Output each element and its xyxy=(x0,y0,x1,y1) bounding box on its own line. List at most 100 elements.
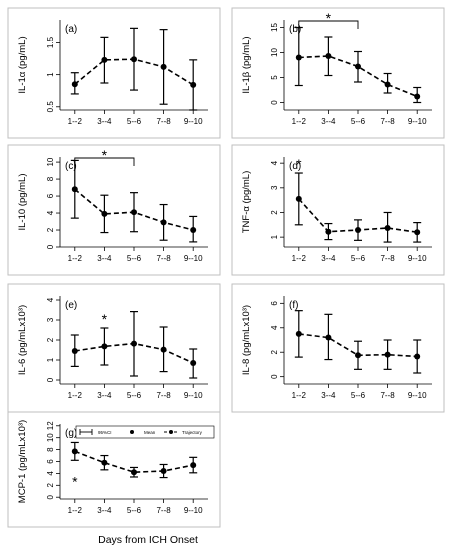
panel-label: (f) xyxy=(289,300,298,311)
y-tick-label: 4 xyxy=(46,471,55,476)
x-tick-label: 1--2 xyxy=(68,254,83,263)
mean-point xyxy=(131,340,137,347)
panel-label: (d) xyxy=(289,161,301,172)
x-tick-label: 3--4 xyxy=(321,117,336,126)
y-tick-label: 3 xyxy=(270,185,279,190)
y-axis-title: TNF-α (pg/mL) xyxy=(241,171,252,234)
x-tick-label: 1--2 xyxy=(68,117,83,126)
x-tick-label: 7--8 xyxy=(156,391,171,400)
y-tick-label: 0 xyxy=(46,494,55,499)
legend-label: Trajectory xyxy=(182,430,203,435)
x-axis-title: Days from ICH Onset xyxy=(98,534,198,546)
significance-star: * xyxy=(72,473,78,489)
y-tick-label: 3 xyxy=(46,317,55,322)
y-tick-label: 0.5 xyxy=(46,101,55,113)
mean-point xyxy=(71,186,78,193)
panel-border xyxy=(231,144,445,276)
significance-star: * xyxy=(102,311,108,327)
y-tick-label: 0 xyxy=(46,244,55,249)
y-tick-label: 8 xyxy=(46,176,55,181)
mean-point xyxy=(384,351,391,358)
x-tick-label: 1--2 xyxy=(292,254,307,263)
mean-point xyxy=(71,448,78,455)
mean-point xyxy=(190,81,197,88)
mean-point xyxy=(160,63,167,70)
x-tick-label: 5--6 xyxy=(351,254,366,263)
y-axis-title: IL-8 (pg/mLx10³) xyxy=(241,305,252,375)
y-tick-label: 8 xyxy=(46,447,55,452)
y-tick-label: 6 xyxy=(46,459,55,464)
chart-panel: 0 2 4 6 1--2 3--4 5--6 7--8 9--10 IL-8 (pg/mLx10³… xyxy=(231,283,445,413)
x-tick-label: 5--6 xyxy=(127,391,142,400)
mean-point xyxy=(414,229,421,236)
x-tick-label: 3--4 xyxy=(97,506,112,515)
panels: 0.5 1 1.5 1--2 3--4 5--6 7--8 9--10 IL-1α (pg/mL… xyxy=(7,7,445,528)
x-tick-label: 7--8 xyxy=(380,254,395,263)
x-tick-label: 9--10 xyxy=(184,506,203,515)
y-tick-label: 15 xyxy=(270,23,279,32)
x-tick-label: 1--2 xyxy=(292,391,307,400)
chart-panel: 1 2 3 4 1--2 3--4 5--6 7--8 9--10 TNF-α (pg/mL) (d… xyxy=(231,144,445,276)
mean-point xyxy=(325,334,332,341)
chart-panel: 0 2 4 6 8 10 1--2 3--4 5--6 7--8 9--10 IL-10 (pg/mL… xyxy=(7,144,221,276)
mean-point xyxy=(355,63,361,70)
x-tick-label: 3--4 xyxy=(97,391,112,400)
y-tick-label: 4 xyxy=(270,160,279,165)
legend-label: Mean xyxy=(144,430,156,435)
y-tick-label: 1 xyxy=(46,357,55,362)
y-axis-title: IL-6 (pg/mLx10³) xyxy=(17,305,28,375)
x-tick-label: 7--8 xyxy=(156,117,171,126)
x-tick-label: 9--10 xyxy=(408,391,427,400)
y-tick-label: 5 xyxy=(270,75,279,80)
y-tick-label: 10 xyxy=(46,157,55,166)
panel-label: (b) xyxy=(289,24,301,35)
significance-star: * xyxy=(102,147,108,163)
y-axis-title: IL-10 (pg/mL) xyxy=(17,173,28,230)
x-tick-label: 3--4 xyxy=(97,117,112,126)
x-tick-label: 5--6 xyxy=(127,254,142,263)
mean-point xyxy=(414,353,421,360)
y-axis-title: IL-1β (pg/mL) xyxy=(241,36,252,93)
mean-point xyxy=(295,330,302,337)
mean-point xyxy=(71,81,78,88)
y-tick-label: 2 xyxy=(270,210,279,215)
y-tick-label: 2 xyxy=(270,349,279,354)
panel-border xyxy=(7,144,221,276)
panel-border xyxy=(231,7,445,139)
mean-point xyxy=(160,219,167,226)
x-tick-label: 1--2 xyxy=(292,117,307,126)
mean-point xyxy=(131,56,137,63)
panel-label: (a) xyxy=(65,24,77,35)
x-tick-label: 1--2 xyxy=(68,391,83,400)
x-tick-label: 5--6 xyxy=(351,391,366,400)
mean-point xyxy=(131,209,137,216)
mean-point xyxy=(355,352,361,359)
legend-dot-glyph xyxy=(130,430,134,434)
x-tick-label: 7--8 xyxy=(156,254,171,263)
legend-dot-glyph xyxy=(169,430,173,434)
y-tick-label: 1 xyxy=(270,234,279,239)
y-tick-label: 6 xyxy=(46,193,55,198)
mean-point xyxy=(190,227,197,234)
x-tick-label: 7--8 xyxy=(380,117,395,126)
significance-bracket xyxy=(74,157,135,166)
panel-border xyxy=(231,283,445,413)
mean-point xyxy=(101,343,108,350)
x-tick-label: 9--10 xyxy=(408,117,427,126)
y-axis-title: MCP-1 (pg/mLx10³) xyxy=(17,420,28,503)
significance-bracket xyxy=(298,20,359,29)
y-tick-label: 2 xyxy=(46,337,55,342)
x-tick-label: 5--6 xyxy=(127,117,142,126)
mean-point xyxy=(325,228,332,235)
x-tick-label: 9--10 xyxy=(408,254,427,263)
y-tick-label: 2 xyxy=(46,227,55,232)
mean-point xyxy=(160,346,167,353)
mean-point xyxy=(101,210,108,217)
x-tick-label: 7--8 xyxy=(380,391,395,400)
panel-label: (c) xyxy=(65,161,77,172)
panel-border xyxy=(7,411,221,528)
x-tick-label: 7--8 xyxy=(156,506,171,515)
mean-point xyxy=(295,54,302,61)
y-tick-label: 4 xyxy=(270,325,279,330)
